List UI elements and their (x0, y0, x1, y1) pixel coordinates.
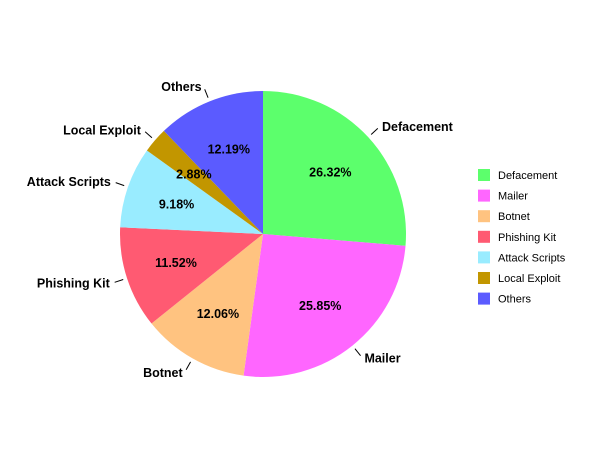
slice-name-label-mailer: Mailer (364, 352, 400, 366)
leader-line-phishing-kit (114, 279, 124, 283)
pie-slice-defacement (263, 91, 406, 246)
legend-item-attack-scripts: Attack Scripts (478, 251, 566, 264)
pie-slice-phishing-kit (119, 227, 263, 324)
legend-label-attack-scripts: Attack Scripts (498, 252, 566, 264)
legend-swatch-attack-scripts (478, 251, 490, 264)
legend-swatch-defacement (478, 169, 490, 181)
leader-line-attack-scripts (115, 182, 125, 187)
legend-item-defacement: Defacement (478, 169, 557, 182)
slice-name-label-local-exploit: Local Exploit (63, 123, 142, 137)
leader-line-mailer (354, 348, 361, 357)
legend-swatch-local-exploit (478, 272, 490, 284)
legend-label-mailer: Mailer (498, 191, 528, 203)
slice-percent-label-phishing-kit: 11.52% (155, 256, 197, 270)
legend: Defacement Mailer Botnet Phishing Kit Attack… (478, 169, 566, 306)
leader-line-botnet (185, 361, 192, 370)
legend-item-local-exploit: Local Exploit (478, 272, 560, 285)
legend-label-others: Others (498, 294, 532, 306)
legend-swatch-botnet (478, 210, 490, 223)
legend-item-phishing-kit: Phishing Kit (478, 230, 556, 244)
slice-name-labels: Defacement Mailer Botnet Phishing Kit Attack… (27, 80, 454, 380)
slice-percent-label-mailer: 25.85% (299, 299, 341, 313)
legend-item-mailer: Mailer (478, 189, 528, 203)
slice-percent-label-others: 12.19% (208, 143, 250, 157)
legend-item-botnet: Botnet (478, 210, 530, 223)
pie-slice-others (163, 91, 263, 234)
pie-slice-attack-scripts (120, 150, 263, 234)
slice-name-label-attack-scripts: Attack Scripts (27, 175, 111, 189)
pie-slice-local-exploit (146, 130, 263, 234)
pie-slices (119, 91, 406, 377)
leader-line-others (204, 89, 209, 98)
pie-slice-botnet (151, 234, 263, 376)
slice-percent-label-defacement: 26.32% (309, 166, 351, 180)
legend-label-phishing-kit: Phishing Kit (498, 232, 556, 244)
legend-item-others: Others (478, 292, 532, 306)
pie-slice-mailer (243, 234, 406, 377)
legend-label-defacement: Defacement (498, 170, 557, 182)
slice-name-label-others: Others (161, 80, 201, 94)
slice-name-label-botnet: Botnet (143, 366, 183, 380)
slice-percent-labels: 26.32% 25.85% 12.06% 11.52% 9.18% 2.88% 12.19% (155, 143, 351, 322)
legend-swatch-phishing-kit (478, 230, 490, 243)
leader-lines (114, 89, 379, 370)
legend-swatch-others (478, 292, 490, 305)
slice-percent-label-botnet: 12.06% (197, 307, 239, 321)
legend-swatch-mailer (478, 189, 490, 202)
legend-label-local-exploit: Local Exploit (498, 273, 560, 285)
leader-line-defacement (370, 127, 379, 135)
slice-name-label-phishing-kit: Phishing Kit (37, 277, 111, 291)
slice-percent-label-local-exploit: 2.88% (176, 168, 211, 182)
leader-line-local-exploit (144, 131, 153, 139)
slice-percent-label-attack-scripts: 9.18% (159, 197, 194, 211)
slice-name-label-defacement: Defacement (382, 120, 454, 134)
legend-label-botnet: Botnet (498, 211, 530, 223)
